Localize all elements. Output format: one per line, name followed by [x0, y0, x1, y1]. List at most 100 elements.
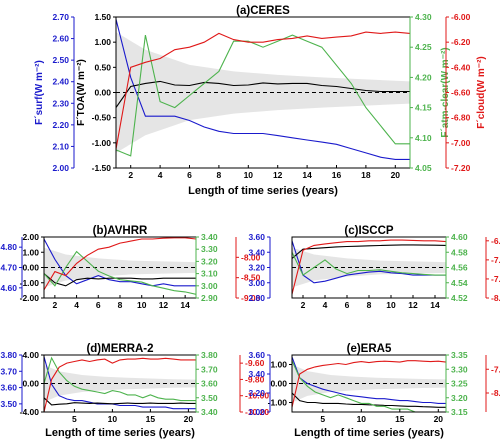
y-tick-label-blue: 3.20	[248, 263, 265, 273]
y-tick-label-green: 3.70	[201, 364, 218, 374]
y-tick-label-red: -7.00	[491, 255, 500, 265]
y-tick-label-blue: 3.60	[0, 383, 17, 393]
x-tick-label: 15	[146, 414, 156, 424]
series-line-blue	[43, 356, 196, 410]
y-tick-label-green: 4.60	[451, 232, 468, 242]
y-tick-label-green: 3.10	[201, 269, 218, 279]
y-tick-label-black: 0.00	[270, 379, 287, 389]
series-line-red	[43, 357, 196, 413]
series-line-red	[43, 237, 197, 291]
x-tick-label: 10	[386, 300, 396, 310]
y-tick-label-green: 3.30	[201, 244, 218, 254]
x-tick-label: 14	[302, 170, 312, 180]
y-tick-label-red: -6.20	[451, 37, 471, 47]
y-tick-label-red: -6.00	[451, 12, 471, 22]
panel-title: (e)ERA5	[347, 343, 392, 355]
y-tick-label-green: 4.25	[415, 42, 432, 52]
y-tick-label-blue: 3.80	[0, 350, 17, 360]
y-tick-label-green: 2.90	[201, 293, 218, 303]
series-line-green	[291, 251, 446, 276]
x-tick-label: 6	[96, 300, 101, 310]
y-tick-label-green: 3.20	[201, 256, 218, 266]
y-tick-label-black: 2.00	[22, 232, 39, 242]
x-tick-label: 5	[320, 414, 325, 424]
x-tick-label: 12	[159, 300, 169, 310]
series-line-blue	[291, 240, 446, 284]
x-tick-label: 8	[118, 300, 123, 310]
panel-title: (d)MERRA-2	[86, 343, 153, 355]
series-line-black	[115, 80, 410, 108]
x-tick-label: 4	[323, 300, 328, 310]
y-tick-label-green: 4.56	[451, 263, 468, 273]
series-line-red	[115, 31, 411, 150]
y-tick-label-blue: 3.40	[248, 369, 265, 379]
x-tick-label: 14	[430, 300, 440, 310]
y-tick-label-green: 3.60	[201, 379, 218, 389]
y-tick-label-red: -7.20	[451, 163, 471, 173]
y-tick-label-blue: 3.60	[248, 350, 265, 360]
x-tick-label: 12	[408, 300, 418, 310]
panel-title: (a)CERES	[236, 5, 290, 17]
y-tick-label-black: -1.50	[92, 163, 112, 173]
y-tick-label-red: -8.00	[491, 388, 500, 398]
uncertainty-band	[44, 364, 196, 403]
y-tick-label-green: 3.00	[201, 281, 218, 291]
y-tick-label-green: 3.30	[451, 364, 468, 374]
series-line-black	[43, 397, 196, 406]
y-tick-label-blue: 2.00	[52, 163, 69, 173]
x-tick-label: 6	[187, 170, 192, 180]
y-tick-label-red: -8.00	[491, 293, 500, 303]
panel-1: (b)AVHRR 2 4 6 8 10 12 14 -2.00 -1.00 0.00 1.00 2.00…	[0, 225, 260, 310]
y-tick-label-black: 0.00	[94, 88, 111, 98]
y-tick-label-green: 4.20	[415, 72, 432, 82]
y-tick-label-red: -8.00	[241, 252, 261, 262]
y-tick-label-red: -7.50	[491, 274, 500, 284]
x-tick-label: 20	[184, 414, 194, 424]
y-tick-label-green: 4.30	[415, 12, 432, 22]
y-tick-label-blue: 3.60	[248, 232, 265, 242]
y-tick-label-black: 0.00	[22, 379, 39, 389]
x-axis-label: Length of time series (years)	[294, 427, 444, 439]
series-line-blue	[291, 356, 446, 404]
y-tick-label-blue: 3.00	[248, 278, 265, 288]
y-tick-label-black: -0.50	[92, 113, 112, 123]
x-tick-label: 10	[244, 170, 254, 180]
panel-3: (d)MERRA-2 5 10 15 20 -4.00 0.00 4.00 3.50 3.60 3.…	[0, 343, 269, 439]
x-tick-label: 6	[345, 300, 350, 310]
y-tick-label-blue: 3.20	[248, 388, 265, 398]
x-tick-label: 15	[395, 414, 405, 424]
y-tick-label-green: 3.15	[451, 407, 468, 417]
y-tick-label-green: 4.15	[415, 103, 432, 113]
y-tick-label-red: -6.80	[451, 113, 471, 123]
panel-0: (a)CERES 2 4 6 8 10 12 14 16 18 20 -1.50 -1.00 -0.50 0…	[34, 5, 487, 197]
y-tick-label-black: 1.00	[94, 37, 111, 47]
y-tick-label-blue: 2.30	[52, 98, 69, 108]
y-tick-label-black: -2.00	[20, 293, 40, 303]
panel-title: (c)ISCCP	[344, 225, 394, 237]
y-tick-label-blue: 3.00	[248, 407, 265, 417]
y-tick-label-blue: 4.60	[0, 283, 17, 293]
y-tick-label-red: -7.50	[491, 364, 500, 374]
series-line-blue	[115, 19, 410, 160]
y-tick-label-red: -6.60	[451, 88, 471, 98]
y-tick-label-blue: 2.10	[52, 141, 69, 151]
y-tick-label-black: -1.00	[20, 278, 40, 288]
y-tick-label-blue: 4.80	[0, 242, 17, 252]
panel-4: (e)ERA5 5 10 15 20 -1.00 0.00 1.00 3.00 3.20 3.40 3…	[248, 343, 500, 439]
x-tick-label: 8	[217, 170, 222, 180]
y-tick-label-red: -10.20	[245, 407, 269, 417]
y-tick-label-black: 4.00	[22, 350, 39, 360]
x-tick-label: 5	[72, 414, 77, 424]
x-tick-label: 8	[367, 300, 372, 310]
x-tick-label: 18	[361, 170, 371, 180]
y-tick-label-red: -9.80	[245, 374, 265, 384]
y-tick-label-green: 3.35	[451, 350, 468, 360]
panel-2: (c)ISCCP 2 4 6 8 10 12 14 2.80 3.00 3.20 3.40 3.60 4.…	[248, 225, 500, 310]
y-tick-label-green: 3.80	[201, 350, 218, 360]
series-line-red	[291, 360, 447, 408]
y-tick-label-green: 3.25	[451, 379, 468, 389]
series-line-black	[291, 392, 446, 408]
y-tick-label-green: 4.10	[415, 133, 432, 143]
y-tick-label-blue: 2.70	[52, 12, 69, 22]
